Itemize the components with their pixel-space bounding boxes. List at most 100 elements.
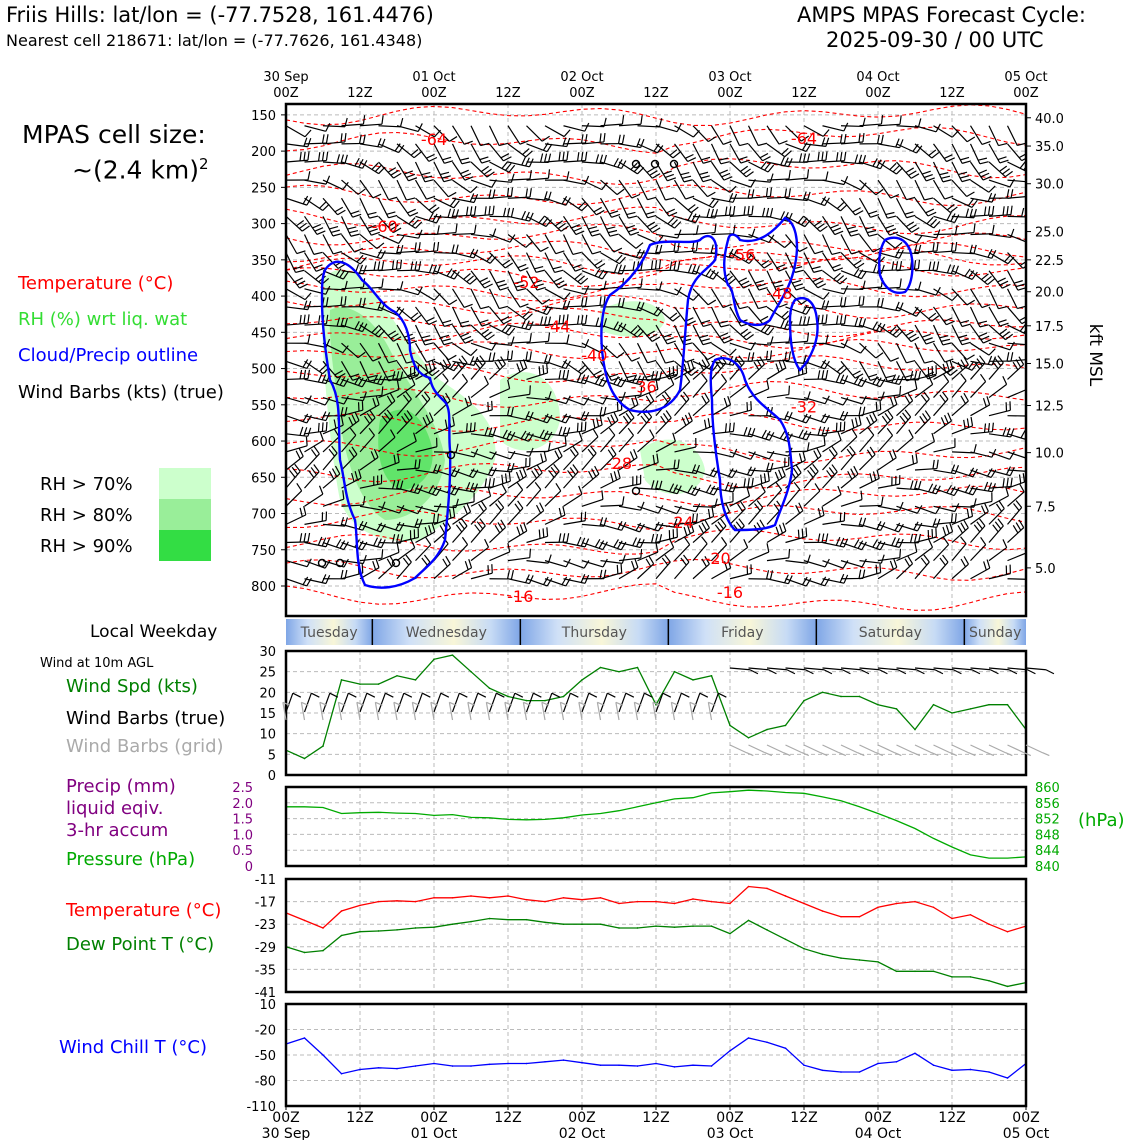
wind-barb-feather — [743, 478, 746, 488]
surface-barb-grid-feather — [467, 701, 476, 706]
wind-barb-shaft — [877, 457, 897, 471]
wind-barb-feather — [340, 569, 344, 579]
surface-barb-true — [581, 693, 590, 713]
wind-barb-shaft — [969, 306, 981, 328]
wind-barb-feather — [682, 391, 690, 400]
wind-barb-feather — [484, 426, 489, 436]
wind-barb-shaft — [692, 380, 708, 398]
wind-barb-shaft — [840, 288, 864, 291]
wind-barb-feather — [861, 378, 867, 387]
surface-barb-true-feather — [366, 692, 376, 698]
wind-barb-shaft — [526, 489, 542, 507]
wind-barb-feather — [381, 386, 384, 396]
wind-barb-feather — [683, 363, 688, 373]
wind-barb-feather — [988, 185, 996, 193]
wind-barb-feather — [640, 415, 648, 424]
wind-barb-feather — [751, 477, 754, 487]
wind-barb-feather — [361, 564, 364, 574]
wind-barb-shaft — [822, 439, 842, 453]
wind-barb-feather — [848, 229, 858, 234]
dewpoint-line-point — [895, 970, 898, 973]
wind-barb-shaft — [914, 215, 935, 229]
wind-barb-feather — [372, 193, 382, 199]
wind-barb-feather — [636, 138, 641, 148]
surface-barb-grid — [729, 744, 747, 754]
wind-barb-feather — [702, 323, 712, 328]
wind-barb-feather — [303, 369, 307, 379]
wind-barb-feather — [362, 496, 366, 506]
wind-barb-shaft — [710, 306, 722, 328]
wind-barb-shaft — [674, 420, 693, 435]
wind-barb-feather — [464, 140, 473, 145]
wind-barb-shaft — [822, 288, 845, 295]
wind-barb-shaft — [840, 436, 858, 453]
y-tick-label: 15 — [259, 707, 276, 722]
wind-barb-feather — [463, 273, 471, 280]
y-tick-label: -35 — [255, 963, 276, 978]
wind-barb-feather — [958, 171, 968, 176]
wind-barb-shaft — [785, 396, 808, 401]
windchill-line-point — [340, 1072, 343, 1075]
wind-barb-feather — [862, 154, 867, 164]
wind-barb-feather — [321, 134, 325, 144]
wind-barb-feather — [860, 345, 867, 354]
wind-barb-feather — [805, 578, 812, 587]
wind-barb-feather — [688, 412, 693, 422]
wind-barb-feather — [738, 277, 747, 283]
cloud-outline-5 — [788, 297, 819, 372]
wind-barb-feather — [342, 271, 349, 280]
wind-barb-feather — [1002, 427, 1007, 437]
wind-speed-line-point — [488, 687, 491, 689]
wind-barb-feather — [899, 415, 907, 424]
wind-barb-feather — [555, 250, 565, 255]
windchill-line — [285, 1037, 1027, 1079]
wind-barb-shaft — [563, 560, 585, 569]
wind-barb-feather — [682, 175, 692, 179]
rh70-region-b — [500, 372, 560, 451]
wind-barb-feather — [765, 462, 770, 472]
weekday-label: Thursday — [561, 625, 627, 641]
wind-barb-feather — [802, 430, 808, 440]
wind-barb-feather — [1002, 283, 1011, 289]
wind-barb-feather — [566, 369, 570, 379]
wind-barb-shaft — [674, 544, 691, 562]
wind-barb-feather — [506, 430, 512, 440]
wind-barb-feather — [562, 137, 567, 147]
wind-barb-feather — [325, 338, 331, 348]
wind-barb-feather — [899, 139, 904, 148]
wind-speed-line-point — [618, 670, 620, 673]
bottom-date-label: 04 Oct — [855, 1126, 902, 1140]
wind-barb-feather — [506, 406, 510, 416]
precip-label-1: Precip (mm) — [66, 776, 176, 797]
wind-barb-feather — [418, 459, 421, 469]
wind-barb-feather — [390, 224, 399, 231]
wind-barb-feather — [805, 414, 812, 424]
surface-barb-true — [451, 693, 460, 713]
wind-barb-shaft — [969, 143, 981, 165]
wind-barb-feather — [410, 312, 419, 319]
wind-barb-feather — [321, 422, 324, 432]
wind-barb-shaft — [286, 234, 298, 254]
wind-barb-feather — [609, 210, 619, 215]
wind-barb-feather — [501, 474, 504, 484]
temperature-line-point — [784, 895, 787, 897]
wind-barb-shaft — [637, 400, 655, 417]
wind-barb-feather — [431, 206, 440, 214]
calm-marker — [391, 558, 401, 568]
wind-barb-feather — [558, 370, 562, 380]
wind-barb-shaft — [748, 551, 770, 562]
wind-barb-feather — [455, 443, 459, 453]
wind-barb-feather — [772, 280, 782, 285]
wind-speed-line-point — [710, 675, 713, 677]
wind-barb-feather — [528, 411, 534, 421]
surface-barb-true-feather — [971, 669, 981, 675]
wind-barb-feather — [754, 279, 764, 284]
wind-speed-line-point — [340, 679, 343, 681]
wind-barb-feather — [856, 262, 865, 269]
wind-barb-feather — [1005, 333, 1014, 341]
surface-barb-true-feather — [842, 669, 851, 675]
wind-barb-shaft — [600, 477, 621, 489]
surface-barb-grid-feather — [912, 752, 921, 757]
wind-barb-feather — [821, 533, 825, 543]
